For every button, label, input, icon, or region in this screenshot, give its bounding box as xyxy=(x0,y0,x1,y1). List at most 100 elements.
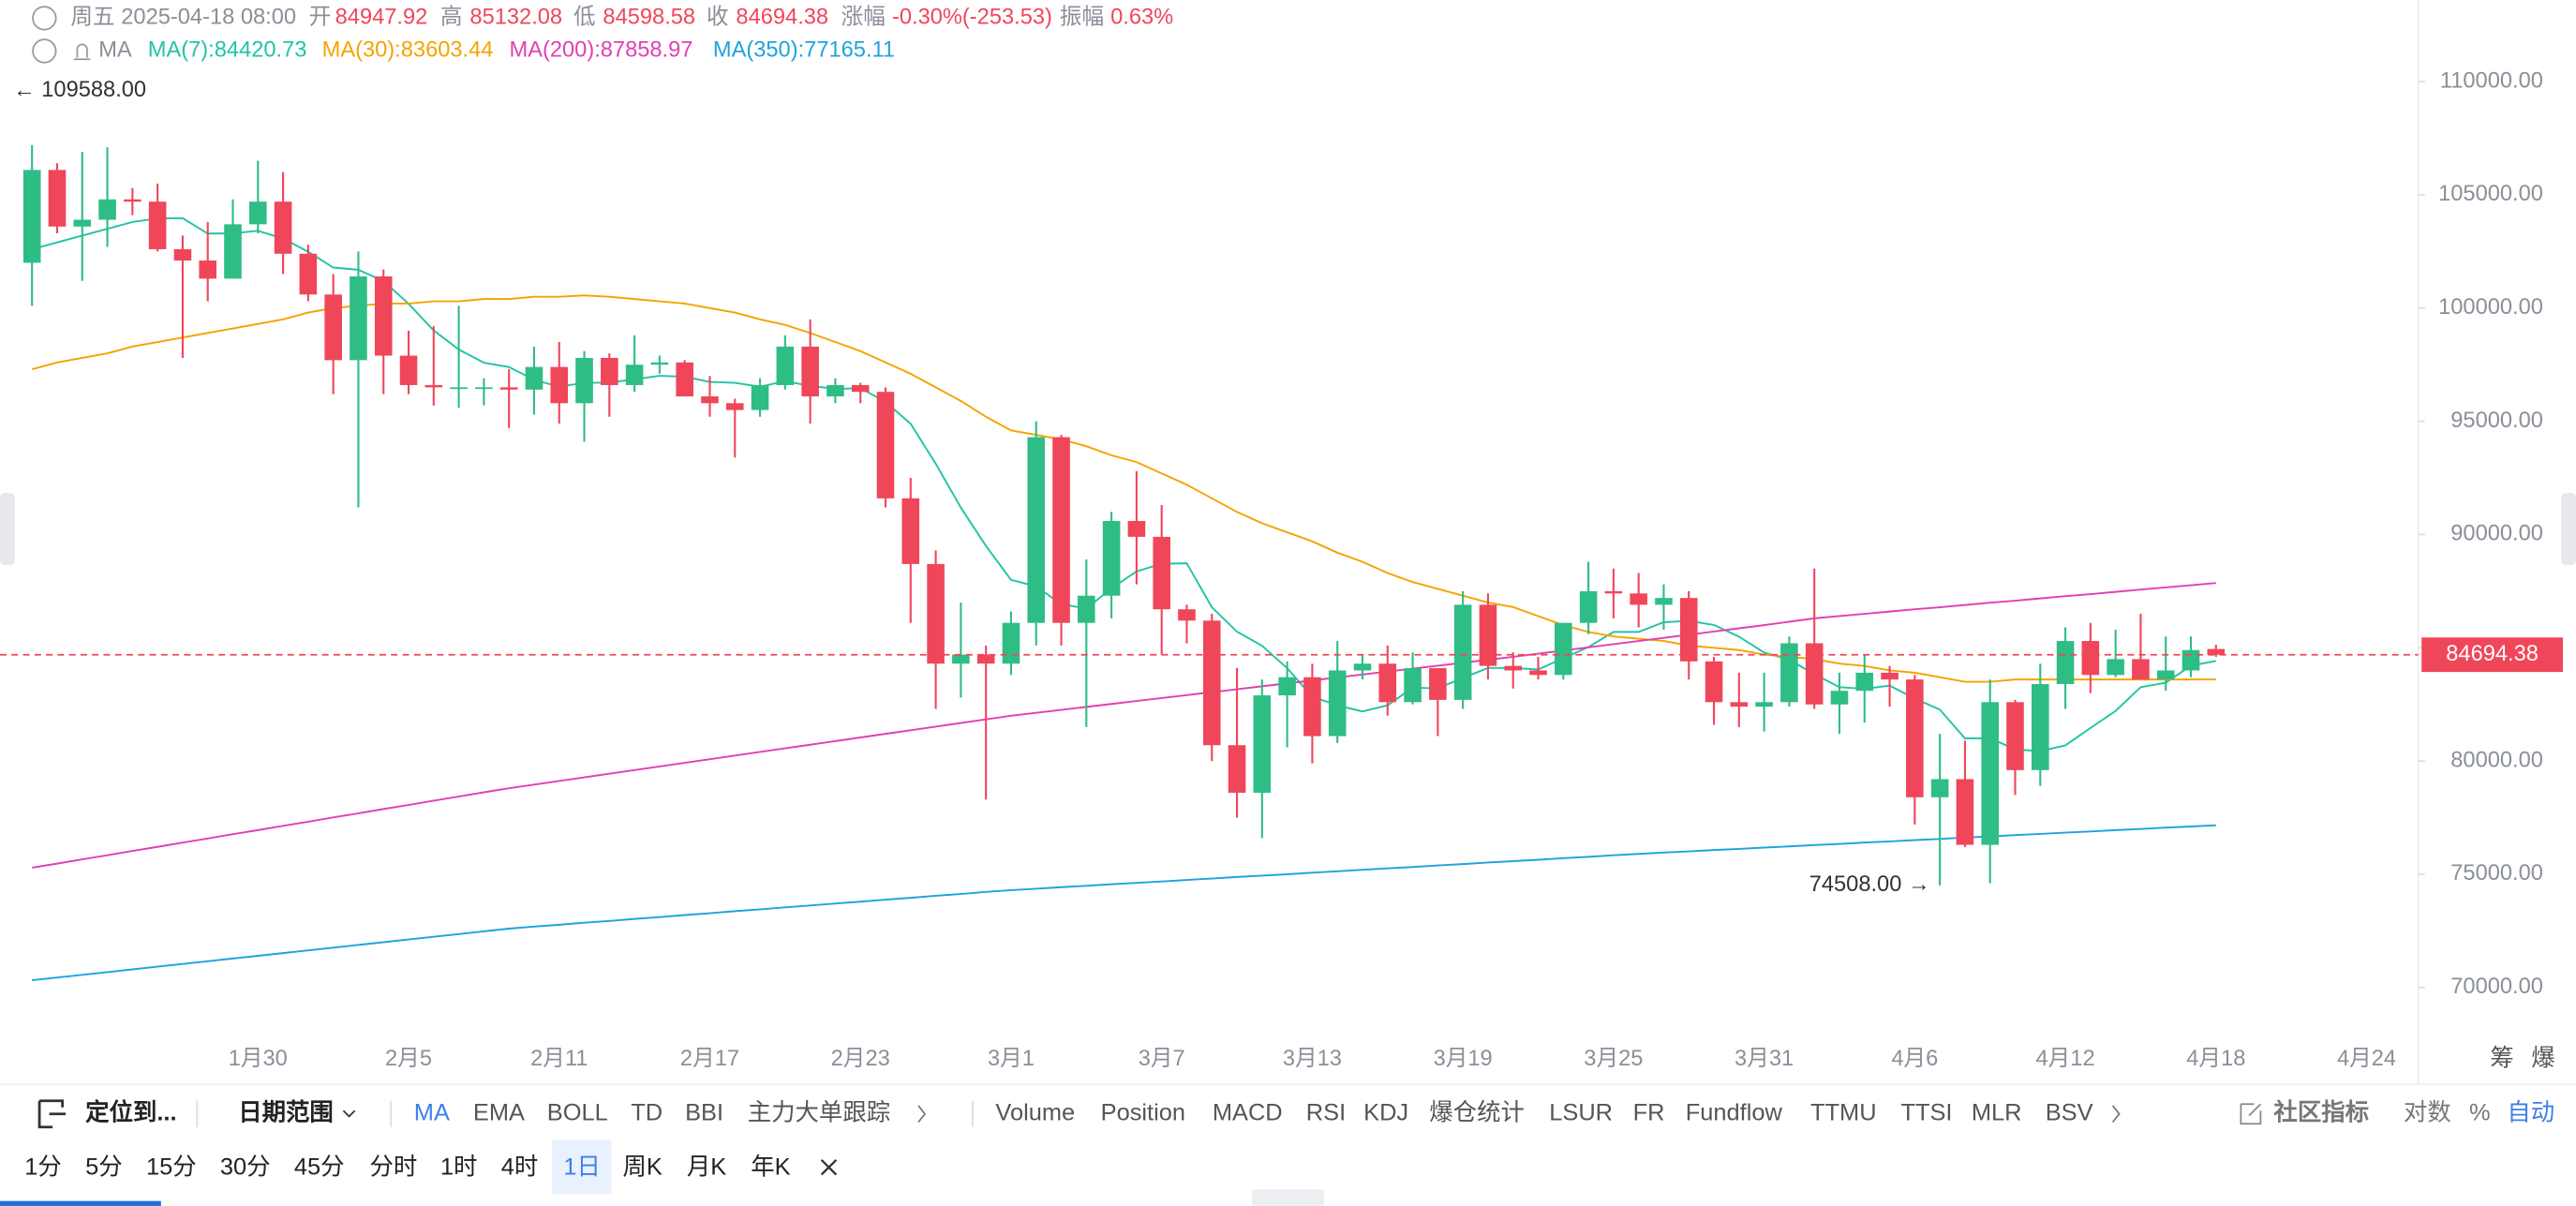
main-indicator[interactable]: 主力大单跟踪 xyxy=(748,1099,890,1125)
auto-toggle[interactable]: 自动 xyxy=(2507,1099,2554,1125)
sub-indicator[interactable]: Volume xyxy=(995,1099,1075,1125)
right-tab[interactable]: 筹 xyxy=(2490,1046,2513,1072)
active-interval-bg xyxy=(552,1139,612,1195)
candle-body xyxy=(625,365,644,385)
x-tick-label: 3月19 xyxy=(1434,1047,1493,1071)
candle-body xyxy=(1178,609,1196,621)
y-tick-label: 90000.00 xyxy=(2450,522,2543,546)
community-button[interactable]: 社区指标 xyxy=(2272,1098,2369,1125)
left-handle[interactable] xyxy=(0,493,15,566)
interval-button[interactable]: 1日 xyxy=(563,1154,601,1180)
main-indicator[interactable]: TD xyxy=(631,1099,663,1125)
close-icon[interactable] xyxy=(820,1159,838,1176)
candle-body xyxy=(601,357,618,385)
interval-button[interactable]: 月K xyxy=(687,1154,726,1180)
candle-body xyxy=(2156,670,2175,680)
last-price-tag xyxy=(2421,637,2563,673)
collapse-icon[interactable] xyxy=(32,6,57,31)
bell-icon[interactable] xyxy=(73,43,91,61)
header-item: 0.63% xyxy=(1110,6,1173,30)
interval-button[interactable]: 30分 xyxy=(220,1154,271,1180)
candle-body xyxy=(1228,745,1246,793)
sub-indicator[interactable]: FR xyxy=(1633,1099,1665,1125)
candle-body xyxy=(1202,620,1221,746)
main-indicator[interactable]: BOLL xyxy=(547,1099,608,1125)
y-tick-label: 75000.00 xyxy=(2450,861,2543,886)
candle-body xyxy=(901,498,920,564)
candle-body xyxy=(1479,604,1497,666)
candle-body xyxy=(927,563,945,664)
sub-indicator[interactable]: Fundflow xyxy=(1686,1099,1783,1125)
sub-indicator[interactable]: LSUR xyxy=(1549,1099,1613,1125)
x-tick-label: 2月17 xyxy=(680,1047,739,1071)
candle-body xyxy=(1052,437,1070,623)
sub-indicator[interactable]: TTSI xyxy=(1900,1099,1952,1125)
y-tick-label: 105000.00 xyxy=(2438,182,2543,206)
main-indicator[interactable]: BBI xyxy=(685,1099,723,1125)
candle-body xyxy=(1378,663,1397,703)
sub-indicator[interactable]: RSI xyxy=(1306,1099,1346,1125)
header-item: -0.30%(-253.53) xyxy=(892,6,1052,30)
sub-indicator[interactable]: BSV xyxy=(2046,1099,2093,1125)
interval-button[interactable]: 15分 xyxy=(146,1154,197,1180)
candle-body xyxy=(2031,683,2049,770)
candle-body xyxy=(1328,670,1347,737)
candle-body xyxy=(1002,622,1020,664)
candle-body xyxy=(2081,641,2100,676)
max-label: 109588.00 xyxy=(41,78,146,102)
interval-button[interactable]: 1分 xyxy=(24,1154,62,1180)
sub-indicator[interactable]: MLR xyxy=(1972,1099,2022,1125)
main-indicator[interactable]: MA xyxy=(414,1099,450,1125)
chevron-right[interactable] xyxy=(2111,1105,2121,1124)
max-annotation: ← 109588.00 xyxy=(13,78,146,102)
candle-body xyxy=(851,384,870,393)
x-tick-label: 2月5 xyxy=(385,1047,432,1071)
x-tick-label: 4月6 xyxy=(1891,1047,1938,1071)
interval-button[interactable]: 4时 xyxy=(501,1154,539,1180)
x-tick-label: 1月30 xyxy=(229,1047,288,1071)
interval-button[interactable]: 周K xyxy=(622,1154,662,1180)
sub-indicator[interactable]: TTMU xyxy=(1810,1099,1877,1125)
sub-indicator[interactable]: MACD xyxy=(1213,1099,1283,1125)
interval-button[interactable]: 45分 xyxy=(294,1154,345,1180)
collapse-icon[interactable] xyxy=(32,38,57,64)
header-item: 周五 2025-04-18 08:00 xyxy=(70,6,296,30)
sub-indicator[interactable]: Position xyxy=(1101,1099,1185,1125)
candle-body xyxy=(1906,679,1924,797)
sub-indicator[interactable]: 爆仓统计 xyxy=(1429,1099,1525,1125)
candle-body xyxy=(650,362,669,365)
candle-body xyxy=(1805,643,1824,705)
main-indicator[interactable]: EMA xyxy=(473,1099,525,1125)
resize-handle[interactable] xyxy=(1251,1189,1325,1206)
date-range-button[interactable]: 日期范围 xyxy=(238,1099,334,1125)
sub-indicator[interactable]: KDJ xyxy=(1363,1099,1408,1125)
percent-toggle[interactable]: % xyxy=(2469,1099,2491,1125)
x-tick-label: 2月11 xyxy=(530,1047,588,1071)
candle-body xyxy=(475,387,493,390)
candle-body xyxy=(1027,437,1046,623)
chevron-right[interactable] xyxy=(917,1105,927,1124)
candle-body xyxy=(2107,659,2124,676)
locate-button[interactable]: 定位到... xyxy=(85,1098,176,1125)
interval-button[interactable]: 5分 xyxy=(85,1154,123,1180)
right-tab[interactable]: 爆 xyxy=(2531,1046,2554,1072)
candle-body xyxy=(2181,649,2200,671)
log-toggle[interactable]: 对数 xyxy=(2404,1099,2451,1125)
edit-icon[interactable] xyxy=(2240,1103,2262,1125)
locate-icon[interactable] xyxy=(37,1099,67,1129)
candle-body xyxy=(2207,648,2226,655)
interval-button[interactable]: 年K xyxy=(751,1154,790,1180)
candle-body xyxy=(1604,590,1623,594)
header-item: 涨幅 xyxy=(841,5,886,30)
candle-body xyxy=(2056,641,2075,684)
candle-body xyxy=(676,362,693,397)
interval-button[interactable]: 分时 xyxy=(369,1154,417,1180)
legend-entry: MA(350):77165.11 xyxy=(713,38,895,63)
candle-body xyxy=(525,366,543,390)
y-tick-label: 95000.00 xyxy=(2450,409,2543,433)
candle-body xyxy=(1730,702,1749,707)
right-handle[interactable] xyxy=(2561,493,2576,566)
interval-button[interactable]: 1时 xyxy=(440,1154,478,1180)
